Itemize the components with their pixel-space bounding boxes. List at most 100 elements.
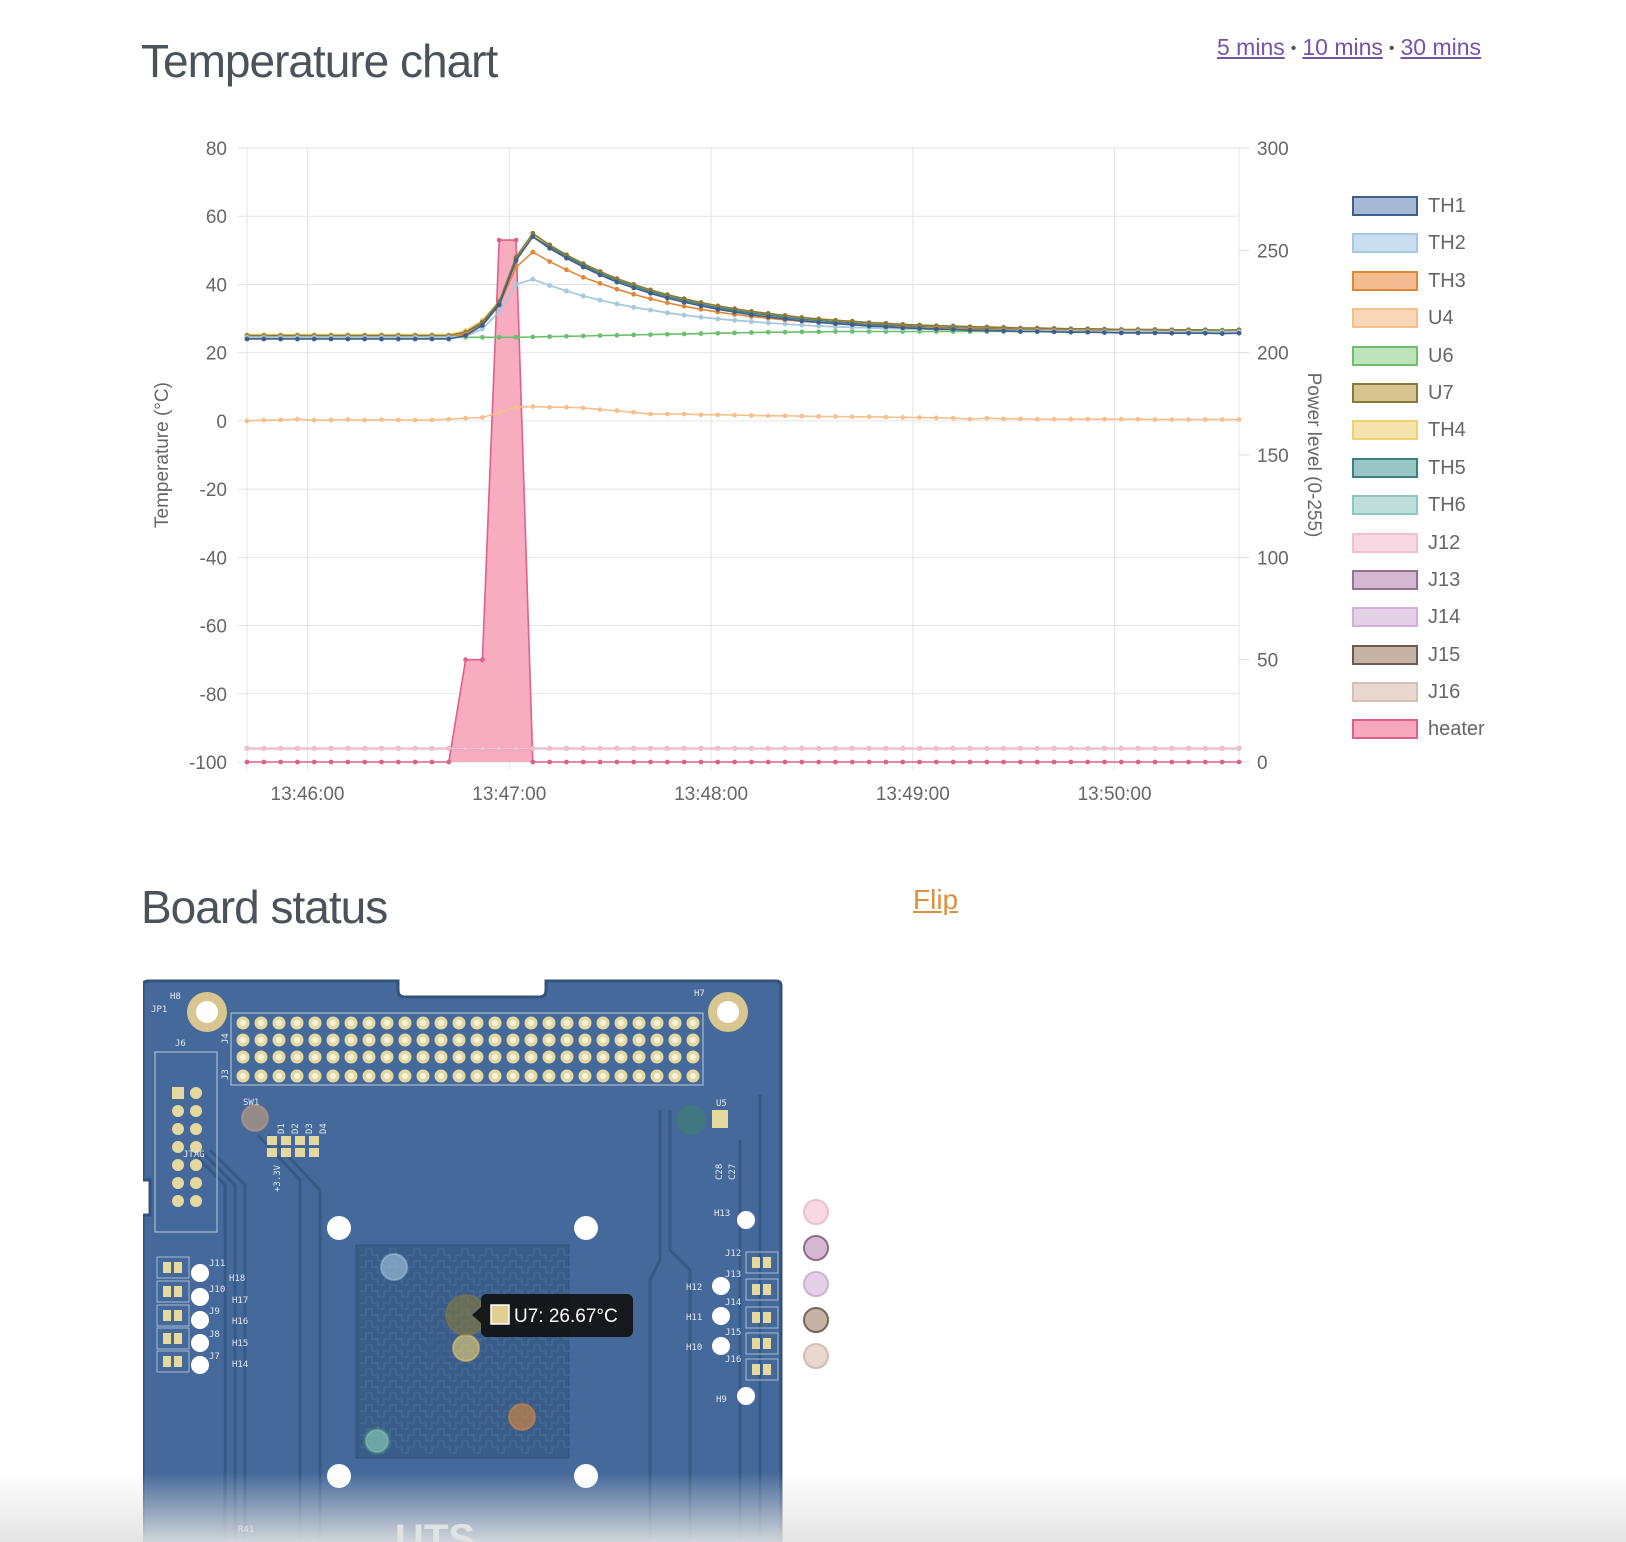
data-point-TH2[interactable]	[479, 326, 485, 332]
data-point-TH1[interactable]	[362, 336, 368, 342]
data-point-U4[interactable]	[631, 409, 637, 415]
data-point-U4[interactable]	[496, 409, 502, 415]
range-5-mins-link[interactable]: 5 mins	[1217, 34, 1285, 60]
legend-item-TH5[interactable]: TH5	[1352, 457, 1485, 495]
data-point-J12[interactable]	[782, 745, 788, 751]
data-point-heater[interactable]	[379, 759, 384, 765]
data-point-heater[interactable]	[429, 759, 435, 765]
data-point-U7[interactable]	[782, 313, 788, 318]
data-point-U7[interactable]	[664, 292, 670, 298]
data-point-U6[interactable]	[849, 329, 855, 334]
data-point-J12[interactable]	[446, 745, 452, 751]
data-point-TH1[interactable]	[664, 295, 670, 301]
data-point-TH1[interactable]	[379, 336, 384, 342]
data-point-TH1[interactable]	[1102, 330, 1107, 335]
data-point-U4[interactable]	[547, 404, 553, 410]
data-point-J12[interactable]	[1085, 745, 1091, 751]
data-point-U4[interactable]	[244, 418, 250, 424]
data-point-TH1[interactable]	[849, 322, 855, 328]
data-point-heater[interactable]	[631, 759, 637, 765]
data-point-J12[interactable]	[664, 745, 670, 751]
data-point-heater[interactable]	[698, 759, 704, 765]
data-point-heater[interactable]	[849, 759, 855, 765]
data-point-TH2[interactable]	[597, 297, 603, 303]
data-point-U4[interactable]	[732, 412, 737, 418]
data-point-J12[interactable]	[513, 745, 519, 751]
data-point-U4[interactable]	[917, 415, 922, 420]
range-10-mins-link[interactable]: 10 mins	[1302, 34, 1383, 60]
data-point-U6[interactable]	[530, 334, 536, 340]
legend-item-TH6[interactable]: TH6	[1352, 495, 1485, 532]
data-point-U7[interactable]	[732, 306, 737, 312]
data-point-J12[interactable]	[295, 745, 300, 751]
data-point-U4[interactable]	[530, 404, 536, 409]
legend-item-TH1[interactable]: TH1	[1352, 196, 1485, 233]
data-point-J12[interactable]	[1135, 745, 1141, 751]
data-point-U4[interactable]	[345, 417, 351, 422]
data-point-U4[interactable]	[295, 416, 300, 422]
legend-item-U4[interactable]: U4	[1352, 308, 1485, 345]
legend-item-TH4[interactable]: TH4	[1352, 420, 1485, 457]
data-point-J12[interactable]	[1169, 745, 1175, 751]
data-point-TH1[interactable]	[732, 309, 737, 315]
data-point-J12[interactable]	[799, 745, 805, 751]
data-point-U6[interactable]	[681, 331, 687, 337]
data-point-U7[interactable]	[833, 317, 838, 323]
data-point-heater[interactable]	[1135, 759, 1141, 765]
data-point-J12[interactable]	[311, 745, 317, 751]
data-point-TH1[interactable]	[883, 324, 889, 330]
off-board-sensor-J12[interactable]	[803, 1199, 829, 1225]
data-point-U4[interactable]	[933, 415, 939, 421]
data-point-TH1[interactable]	[429, 336, 435, 342]
data-point-TH1[interactable]	[799, 318, 805, 324]
data-point-TH1[interactable]	[1152, 330, 1158, 336]
data-point-U4[interactable]	[278, 417, 284, 423]
data-point-TH2[interactable]	[648, 307, 653, 313]
legend-item-heater[interactable]: heater	[1352, 719, 1485, 756]
data-point-J12[interactable]	[463, 745, 468, 751]
data-point-heater[interactable]	[950, 759, 956, 765]
data-point-J12[interactable]	[681, 745, 687, 751]
data-point-U7[interactable]	[648, 287, 653, 293]
data-point-J12[interactable]	[900, 745, 906, 751]
data-point-heater[interactable]	[311, 759, 317, 765]
data-point-heater[interactable]	[395, 759, 401, 765]
data-point-U6[interactable]	[479, 334, 485, 340]
data-point-U7[interactable]	[631, 282, 637, 287]
data-point-TH1[interactable]	[311, 336, 317, 342]
legend-item-TH2[interactable]: TH2	[1352, 233, 1485, 270]
data-point-TH1[interactable]	[715, 306, 721, 312]
data-point-TH3[interactable]	[564, 267, 569, 273]
data-point-heater[interactable]	[479, 657, 485, 663]
data-point-heater[interactable]	[900, 759, 906, 765]
data-point-TH1[interactable]	[614, 279, 620, 285]
data-point-U4[interactable]	[479, 415, 485, 420]
data-point-TH1[interactable]	[749, 312, 754, 318]
data-point-heater[interactable]	[278, 759, 284, 765]
data-point-TH1[interactable]	[513, 258, 519, 263]
data-point-heater[interactable]	[1018, 759, 1023, 765]
data-point-TH1[interactable]	[1202, 330, 1208, 336]
data-point-U4[interactable]	[1118, 416, 1124, 422]
data-point-U4[interactable]	[463, 415, 468, 421]
data-point-TH2[interactable]	[631, 304, 637, 310]
data-point-U7[interactable]	[530, 230, 536, 236]
data-point-TH2[interactable]	[664, 310, 670, 316]
data-point-TH1[interactable]	[463, 333, 468, 339]
data-point-U4[interactable]	[849, 414, 855, 420]
data-point-heater[interactable]	[664, 759, 670, 765]
data-point-U4[interactable]	[765, 413, 771, 419]
data-point-heater[interactable]	[883, 759, 889, 765]
data-point-heater[interactable]	[967, 759, 973, 765]
data-point-TH1[interactable]	[412, 336, 418, 342]
data-point-TH1[interactable]	[345, 336, 351, 342]
range-30-mins-link[interactable]: 30 mins	[1400, 34, 1482, 60]
data-point-U7[interactable]	[547, 242, 553, 248]
data-point-heater[interactable]	[412, 759, 418, 765]
data-point-U4[interactable]	[782, 413, 788, 419]
data-point-TH2[interactable]	[749, 319, 754, 325]
data-point-U4[interactable]	[715, 412, 721, 418]
data-point-heater[interactable]	[1118, 759, 1124, 765]
data-point-U4[interactable]	[580, 405, 586, 411]
data-point-J12[interactable]	[479, 745, 485, 751]
